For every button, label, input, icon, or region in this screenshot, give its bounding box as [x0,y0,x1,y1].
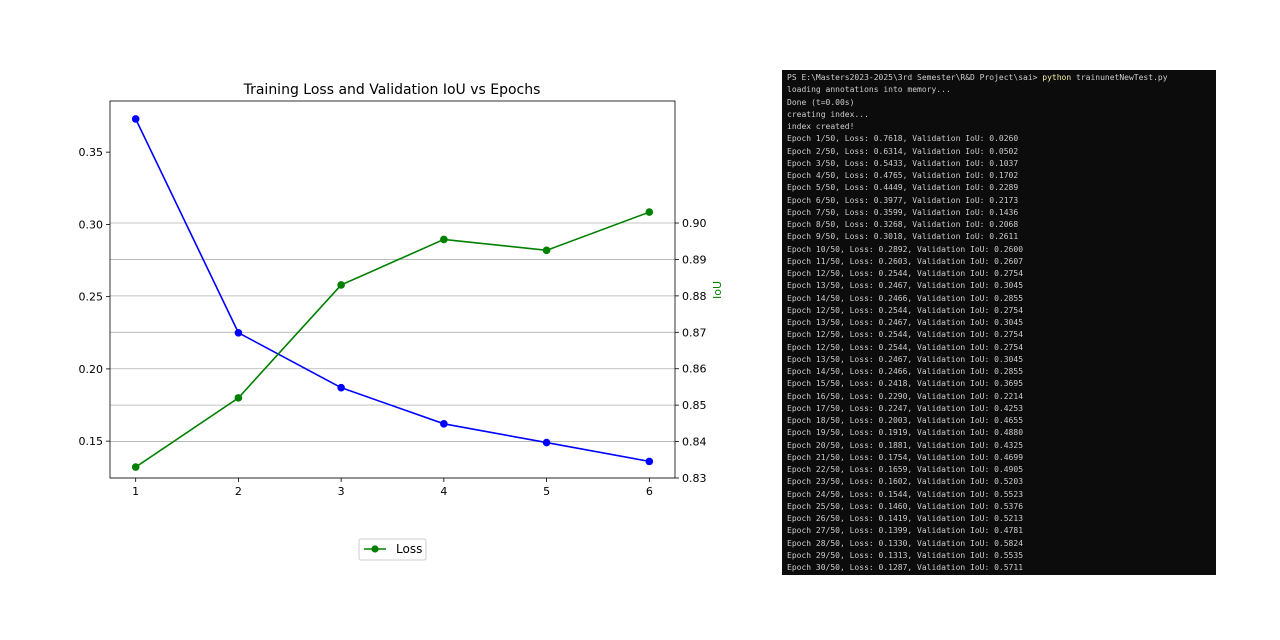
data-point [234,394,243,402]
plot-frame [109,100,676,479]
terminal-line: Epoch 26/50, Loss: 0.1419, Validation Io… [787,514,1024,523]
y-axis-right: 0.83 0.84 0.85 0.86 0.87 0.88 0.89 0.90 [675,217,707,485]
x-tick-label: 4 [440,485,447,498]
y-right-tick-label: 0.83 [682,472,707,485]
legend: Loss [358,538,427,561]
terminal-line: Epoch 10/50, Loss: 0.2892, Validation Io… [787,244,1024,254]
y-right-tick-label: 0.86 [682,363,707,376]
right-axis-label: IoU [711,281,724,299]
terminal-prompt-line: PS E:\Masters2023-2025\3rd Semester\R&D … [787,72,1216,84]
terminal-line: Epoch 18/50, Loss: 0.2003, Validation Io… [787,416,1024,425]
y-left-tick-label: 0.15 [79,435,104,448]
terminal-line: Epoch 13/50, Loss: 0.2467, Validation Io… [787,281,1024,291]
y-left-tick-label: 0.25 [79,291,104,304]
terminal-line: Epoch 9/50, Loss: 0.3018, Validation IoU… [787,232,1019,242]
y-right-tick-label: 0.88 [682,290,707,303]
terminal-line: Epoch 30/50, Loss: 0.1287, Validation Io… [787,563,1024,572]
terminal-line: Done (t=0.00s) [787,97,855,107]
data-point [234,328,243,337]
terminal-line: Epoch 19/50, Loss: 0.1919, Validation Io… [787,428,1024,438]
terminal-line: Epoch 12/50, Loss: 0.2544, Validation Io… [787,269,1024,278]
data-point [337,281,345,289]
y-right-tick-label: 0.85 [682,399,707,412]
y-right-tick-label: 0.90 [682,217,707,230]
y-left-tick-label: 0.20 [79,363,104,376]
terminal-line: creating index... [787,109,869,119]
terminal-line: Epoch 28/50, Loss: 0.1330, Validation Io… [787,538,1024,548]
terminal-line: Epoch 29/50, Loss: 0.1313, Validation Io… [787,550,1024,560]
series-group [131,115,654,471]
legend-box [358,538,427,561]
chart: Training Loss and Validation IoU vs Epoc… [79,82,724,561]
terminal-line: Epoch 12/50, Loss: 0.2544, Validation Io… [787,330,1024,340]
terminal-line: Epoch 1/50, Loss: 0.7618, Validation IoU… [787,134,1019,144]
data-point [645,208,654,216]
y-right-tick-label: 0.87 [682,326,707,339]
x-tick-label: 1 [132,485,139,498]
prompt: PS E:\Masters2023-2025\3rd Semester\R&D … [787,73,1043,82]
terminal-line: Epoch 22/50, Loss: 0.1659, Validation Io… [787,465,1024,474]
terminal-line: Epoch 23/50, Loss: 0.1602, Validation Io… [787,477,1024,487]
terminal-line: Epoch 16/50, Loss: 0.2290, Validation Io… [787,391,1024,401]
data-point [131,115,140,123]
data-point [440,420,448,428]
terminal-line: Epoch 15/50, Loss: 0.2418, Validation Io… [787,379,1024,389]
command: python [1042,73,1072,82]
grid-lines [110,222,675,479]
x-tick-label: 5 [543,485,550,498]
x-axis: 1 2 3 4 5 6 [132,478,653,498]
x-tick-label: 6 [646,485,653,498]
terminal-line: Epoch 5/50, Loss: 0.4449, Validation IoU… [787,183,1019,193]
terminal-line: Epoch 3/50, Loss: 0.5433, Validation IoU… [787,158,1019,168]
terminal-line: loading annotations into memory... [787,85,951,95]
terminal-line: Epoch 2/50, Loss: 0.6314, Validation IoU… [787,146,1019,156]
data-point [131,463,140,471]
chart-title: Training Loss and Validation IoU vs Epoc… [243,82,541,98]
terminal-line: Epoch 12/50, Loss: 0.2544, Validation Io… [787,342,1024,352]
command-args: trainunetNewTest.py [1071,73,1168,82]
terminal-line: Epoch 20/50, Loss: 0.1881, Validation Io… [787,440,1024,450]
terminal-line: Epoch 6/50, Loss: 0.3977, Validation IoU… [787,195,1019,205]
terminal-line: Epoch 12/50, Loss: 0.2544, Validation Io… [787,305,1024,315]
data-point [645,457,654,466]
y-right-tick-label: 0.89 [682,253,707,266]
data-point [440,235,448,244]
terminal-line: Epoch 7/50, Loss: 0.3599, Validation IoU… [787,207,1019,217]
x-tick-label: 2 [235,485,242,498]
terminal-line: Epoch 14/50, Loss: 0.2466, Validation Io… [787,293,1024,303]
data-point [542,438,551,447]
terminal-output: loading annotations into memory... Done (… [787,84,1216,574]
x-tick-label: 3 [338,485,345,498]
terminal-line: Epoch 24/50, Loss: 0.1544, Validation Io… [787,489,1024,499]
terminal-line: Epoch 25/50, Loss: 0.1460, Validation Io… [787,501,1024,511]
terminal-line: Epoch 8/50, Loss: 0.3268, Validation IoU… [787,220,1019,229]
y-axis-left: 0.15 0.20 0.25 0.30 0.35 [79,146,110,448]
data-point [337,383,345,392]
terminal-window[interactable]: PS E:\Masters2023-2025\3rd Semester\R&D … [782,70,1216,575]
terminal-line: Epoch 17/50, Loss: 0.2247, Validation Io… [787,403,1024,413]
legend-label: Loss [396,542,422,556]
data-point [542,246,551,255]
terminal-line: Epoch 13/50, Loss: 0.2467, Validation Io… [787,354,1024,364]
terminal-line: Epoch 11/50, Loss: 0.2603, Validation Io… [787,256,1024,266]
legend-marker [371,545,379,553]
terminal-line: Epoch 14/50, Loss: 0.2466, Validation Io… [787,367,1024,376]
terminal-line: index created! [787,122,855,131]
y-right-tick-label: 0.84 [682,436,707,449]
terminal-line: Epoch 13/50, Loss: 0.2467, Validation Io… [787,318,1024,327]
terminal-line: Epoch 27/50, Loss: 0.1399, Validation Io… [787,526,1024,536]
terminal-line: Epoch 21/50, Loss: 0.1754, Validation Io… [787,452,1024,462]
terminal-line: Epoch 4/50, Loss: 0.4765, Validation IoU… [787,171,1019,180]
y-left-tick-label: 0.30 [79,218,104,231]
series-line-0 [134,118,650,463]
y-left-tick-label: 0.35 [79,146,104,159]
series-line-1 [135,211,650,468]
